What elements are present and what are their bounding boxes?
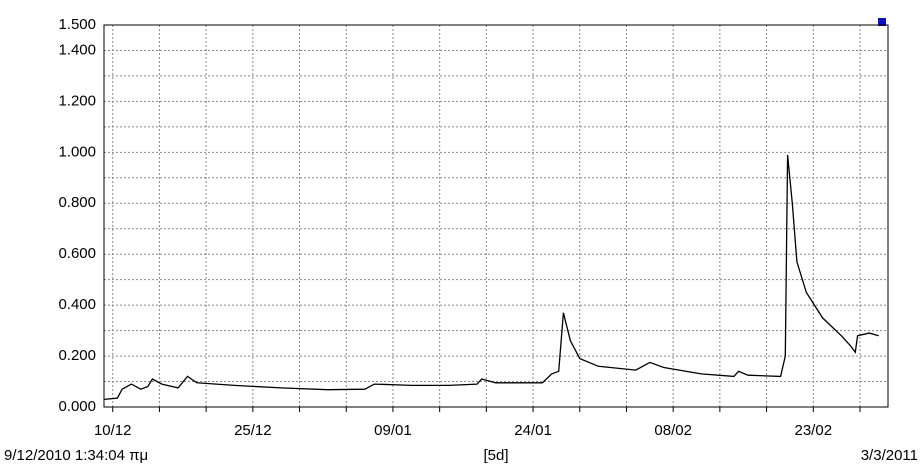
y-tick-label: 0.600 bbox=[58, 245, 96, 262]
y-tick-label: 1.400 bbox=[58, 41, 96, 58]
plot-frame bbox=[104, 25, 888, 407]
x-tick-label: 08/02 bbox=[654, 422, 692, 439]
y-tick-label: 0.200 bbox=[58, 347, 96, 364]
x-tick-label: 23/02 bbox=[795, 422, 833, 439]
data-line bbox=[104, 155, 879, 400]
y-tick-label: 0.000 bbox=[58, 398, 96, 415]
x-tick-label: 24/01 bbox=[514, 422, 552, 439]
start-label: 9/12/2010 1:34:04 πμ bbox=[4, 447, 148, 464]
y-tick-label: 1.500 bbox=[58, 16, 96, 33]
x-tick-label: 09/01 bbox=[374, 422, 412, 439]
y-tick-label: 1.000 bbox=[58, 143, 96, 160]
x-tick-label: 25/12 bbox=[234, 422, 272, 439]
x-tick-label: 10/12 bbox=[94, 422, 132, 439]
interval-label: [5d] bbox=[483, 447, 508, 464]
chart: 9/12/2010 1:34:04 πμ [5d] 3/3/2011 0.000… bbox=[0, 0, 922, 468]
end-label: 3/3/2011 bbox=[861, 447, 918, 464]
y-tick-label: 0.800 bbox=[58, 194, 96, 211]
y-tick-label: 1.200 bbox=[58, 92, 96, 109]
y-tick-label: 0.400 bbox=[58, 296, 96, 313]
